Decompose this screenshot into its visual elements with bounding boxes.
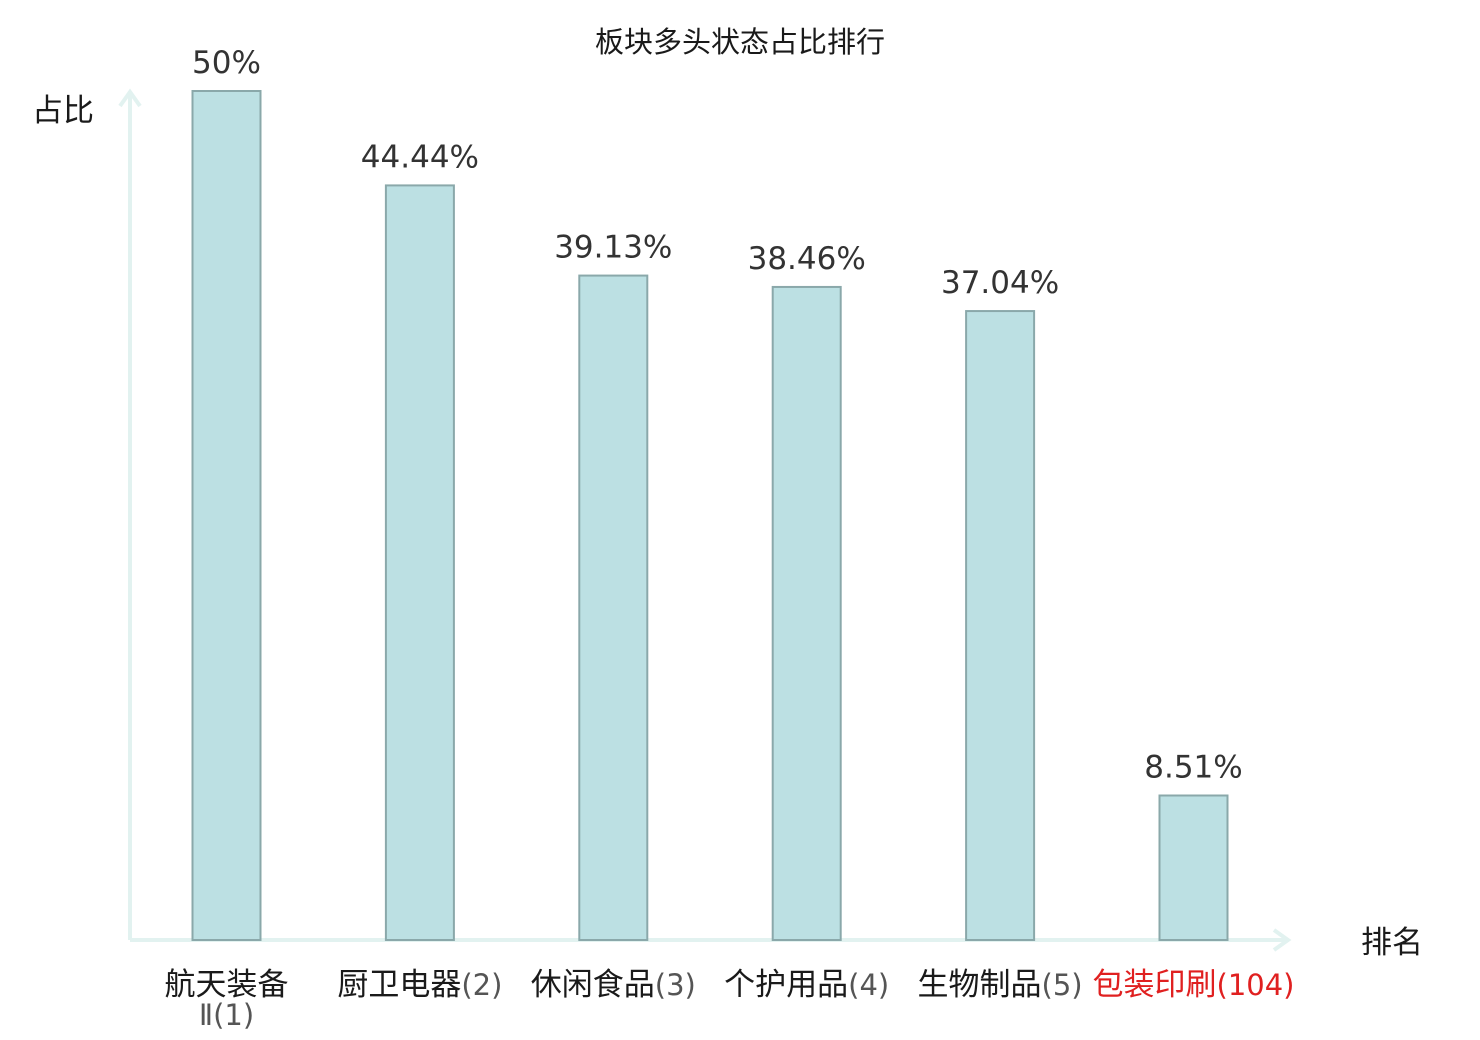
x-tick-text: 休闲食品(3) <box>531 967 696 1003</box>
data-label: 8.51% <box>1144 750 1242 786</box>
data-label: 39.13% <box>554 230 672 266</box>
category-rank: (2) <box>461 968 502 1002</box>
category-name-tail: Ⅱ <box>199 998 213 1032</box>
x-tick-label: 个护用品(4) <box>724 967 889 1003</box>
y-axis-label: 占比 <box>32 93 94 129</box>
x-tick-label: 包装印刷(104) <box>1093 967 1295 1003</box>
bar <box>191 90 262 941</box>
chart-title: 板块多头状态占比排行 <box>595 25 885 59</box>
x-tick-text: 个护用品(4) <box>724 967 889 1003</box>
category-name: 厨卫电器 <box>337 967 461 1003</box>
category-rank: (4) <box>848 968 889 1002</box>
category-rank: (5) <box>1042 968 1083 1002</box>
bar <box>1158 794 1229 941</box>
x-tick-text: 生物制品(5) <box>918 967 1083 1003</box>
x-tick-text: 厨卫电器(2) <box>337 967 502 1003</box>
category-name: 航天装备 <box>165 967 289 1003</box>
category-name: 包装印刷 <box>1093 967 1217 1003</box>
x-axis-arrow <box>1272 928 1292 952</box>
category-name: 休闲食品 <box>531 967 655 1003</box>
data-label: 44.44% <box>361 139 479 175</box>
x-tick-text: 包装印刷(104) <box>1093 967 1295 1003</box>
x-tick-label: 生物制品(5) <box>918 967 1083 1003</box>
category-rank: (1) <box>213 998 254 1032</box>
bars-group <box>191 90 1229 942</box>
bar <box>384 184 455 941</box>
data-label: 37.04% <box>941 265 1059 301</box>
value-labels-group: 50% 44.44% 39.13% 38.46% 37.04% 8.51% <box>192 45 1243 786</box>
x-tick-label: 休闲食品(3) <box>531 967 696 1003</box>
y-axis-arrow <box>118 88 142 108</box>
bar <box>771 285 842 941</box>
category-name: 生物制品 <box>918 967 1042 1003</box>
bar <box>578 274 649 942</box>
x-axis-label: 排名 <box>1361 925 1423 961</box>
x-tick-text: 航天装备 <box>165 967 289 1003</box>
bar <box>965 310 1036 941</box>
x-tick-text-line2: Ⅱ(1) <box>199 998 254 1032</box>
category-name: 个护用品 <box>724 967 848 1003</box>
axes <box>118 88 1292 952</box>
data-label: 38.46% <box>748 241 866 277</box>
x-tick-label: 厨卫电器(2) <box>337 967 502 1003</box>
category-rank: (3) <box>655 968 696 1002</box>
category-rank: (104) <box>1217 968 1295 1002</box>
data-label: 50% <box>192 45 261 81</box>
